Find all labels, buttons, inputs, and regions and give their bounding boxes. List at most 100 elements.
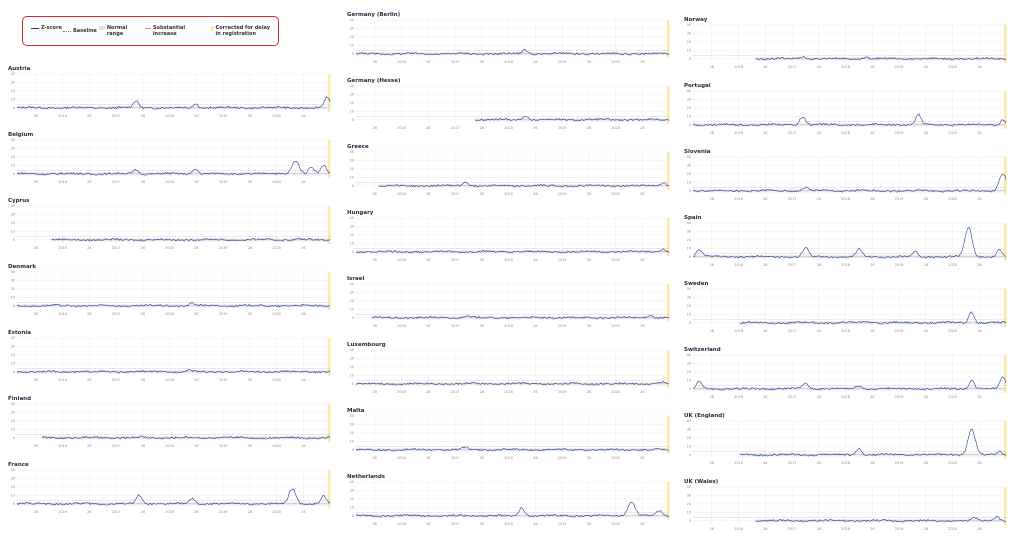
y-tick-label: 40	[687, 485, 691, 489]
x-tick-label: 2020	[611, 456, 620, 460]
panel-slovenia: Slovenia 0 10 20 30 40 26 2016 26 2017 26 2018 26 201…	[684, 149, 1014, 211]
panel-chart: 0 10 20 30 40 26 2016 26 2017 26 2018 26 2019 26 2020 2…	[350, 348, 670, 394]
legend-substantial-label: Substantial increase	[152, 25, 186, 37]
z-score-line	[755, 55, 1007, 61]
y-tick-label: 30	[687, 428, 691, 432]
x-tick-label: 2018	[165, 378, 174, 382]
panel-title: UK (Wales)	[684, 479, 719, 485]
panel-chart: 0 10 20 30 40 26 2016 26 2017 26 2018 26 2019 26 2020 2…	[11, 204, 331, 250]
x-tick-label: 2017	[451, 192, 460, 196]
y-tick-label: 10	[11, 428, 15, 432]
x-tick-label: 26	[34, 378, 38, 382]
x-tick-label: 2016	[397, 192, 406, 196]
y-tick-label: 10	[11, 494, 15, 498]
y-tick-label: 20	[350, 233, 354, 237]
panel-title: Israel	[347, 276, 365, 282]
x-tick-label: 2016	[734, 197, 743, 201]
y-tick-label: 40	[350, 18, 354, 22]
x-tick-label: 2016	[734, 329, 743, 333]
x-tick-label: 2018	[165, 312, 174, 316]
panel-malta: Malta 0 10 20 30 40 26 2016 26 2017 26 2018 26 2019 26…	[347, 408, 677, 470]
x-tick-label: 26	[587, 60, 591, 64]
x-tick-label: 2017	[788, 263, 797, 267]
x-tick-label: 2018	[841, 197, 850, 201]
x-tick-label: 26	[924, 395, 928, 399]
x-tick-label: 26	[480, 192, 484, 196]
normal-range-band	[42, 436, 330, 440]
x-tick-label: 2017	[112, 114, 121, 118]
panel-luxembourg: Luxembourg 0 10 20 30 40 26 2016 26 2017 26 2018 26 2…	[347, 342, 677, 404]
panel-chart: 0 10 20 30 40 26 2016 26 2017 26 2018 26 2019 26 2020 2…	[687, 353, 1007, 399]
y-tick-label: 20	[350, 101, 354, 105]
panel-title: France	[8, 462, 29, 468]
x-tick-label: 26	[373, 390, 377, 394]
y-tick-label: 30	[350, 27, 354, 31]
y-tick-label: 30	[350, 159, 354, 163]
x-tick-label: 26	[763, 329, 767, 333]
corrected-band	[1004, 289, 1007, 327]
x-tick-label: 26	[977, 65, 981, 69]
x-tick-label: 26	[426, 258, 430, 262]
y-tick-label: 10	[350, 506, 354, 510]
x-tick-label: 2017	[788, 461, 797, 465]
y-tick-label: 20	[11, 353, 15, 357]
x-tick-label: 26	[640, 456, 644, 460]
y-tick-label: 10	[687, 511, 691, 515]
y-tick-label: 0	[689, 255, 691, 259]
x-tick-label: 26	[480, 324, 484, 328]
x-tick-label: 2019	[895, 395, 904, 399]
x-tick-label: 26	[763, 65, 767, 69]
panel-chart: 0 10 20 30 40 26 2016 26 2017 26 2018 26 2019 26 2020 2…	[350, 150, 670, 196]
x-tick-label: 26	[924, 131, 928, 135]
y-tick-label: 20	[687, 502, 691, 506]
x-tick-label: 26	[194, 114, 198, 118]
x-tick-label: 26	[480, 60, 484, 64]
corrected-band	[328, 272, 331, 310]
x-tick-label: 26	[587, 258, 591, 262]
y-tick-label: 10	[350, 110, 354, 114]
z-score-line	[16, 302, 331, 308]
y-tick-label: 40	[11, 204, 15, 208]
x-tick-label: 2016	[734, 461, 743, 465]
y-tick-label: 40	[687, 287, 691, 291]
x-tick-label: 26	[977, 263, 981, 267]
x-tick-label: 2020	[611, 390, 620, 394]
x-tick-label: 26	[817, 395, 821, 399]
y-tick-label: 10	[11, 164, 15, 168]
x-tick-label: 2020	[611, 126, 620, 130]
x-tick-label: 2016	[397, 126, 406, 130]
x-tick-label: 26	[533, 324, 537, 328]
x-tick-label: 2019	[895, 131, 904, 135]
x-tick-label: 2016	[58, 246, 67, 250]
x-tick-label: 2017	[451, 456, 460, 460]
panel-chart: 0 10 20 30 40 26 2016 26 2017 26 2018 26 2019 26 2020 2…	[350, 216, 670, 262]
x-tick-label: 26	[426, 126, 430, 130]
x-tick-label: 2018	[504, 522, 513, 526]
y-tick-label: 0	[352, 514, 354, 518]
x-tick-label: 26	[301, 312, 305, 316]
x-tick-label: 2019	[558, 258, 567, 262]
x-tick-label: 2019	[558, 60, 567, 64]
x-tick-label: 2017	[112, 180, 121, 184]
x-tick-label: 26	[763, 131, 767, 135]
x-tick-label: 26	[141, 378, 145, 382]
x-tick-label: 26	[817, 263, 821, 267]
y-tick-label: 20	[687, 40, 691, 44]
x-tick-label: 26	[248, 246, 252, 250]
panel-israel: Israel 0 10 20 30 40 26 2016 26 2017 26 2018 26 2019 2…	[347, 276, 677, 338]
corrected-band	[667, 152, 670, 190]
panel-title: Sweden	[684, 281, 709, 287]
panel-cyprus: Cyprus 0 10 20 30 40 26 2016 26 2017 26 2018 26 2019 2…	[8, 198, 338, 260]
panel-finland: Finland 0 10 20 30 40 26 2016 26 2017 26 2018 26 2019…	[8, 396, 338, 458]
y-tick-label: 40	[687, 353, 691, 357]
x-tick-label: 26	[301, 246, 305, 250]
x-tick-label: 26	[640, 390, 644, 394]
y-tick-label: 0	[352, 382, 354, 386]
x-tick-label: 2017	[451, 126, 460, 130]
panel-greece: Greece 0 10 20 30 40 26 2016 26 2017 26 2018 26 2019 2…	[347, 144, 677, 206]
x-tick-label: 2017	[112, 312, 121, 316]
panel-title: Slovenia	[684, 149, 711, 155]
y-tick-label: 30	[11, 411, 15, 415]
x-tick-label: 2020	[948, 263, 957, 267]
legend-baseline-label: Baseline	[73, 28, 97, 34]
